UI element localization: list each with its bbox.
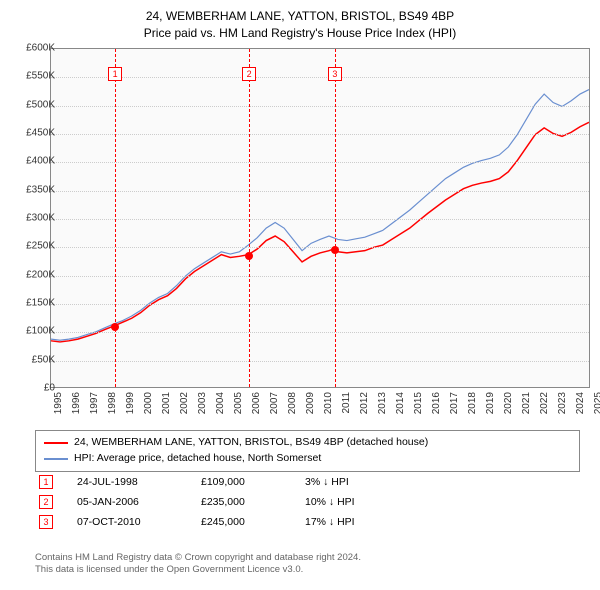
x-axis-label: 2015 (413, 392, 424, 422)
event-row: 1 24-JUL-1998 £109,000 3% ↓ HPI (35, 472, 580, 492)
event-number-box: 2 (39, 495, 53, 509)
footnote: Contains HM Land Registry data © Crown c… (35, 552, 361, 577)
x-axis-label: 1996 (71, 392, 82, 422)
y-axis-label: £50K (15, 354, 55, 365)
x-axis-label: 1998 (107, 392, 118, 422)
x-axis-label: 2018 (467, 392, 478, 422)
y-axis-label: £400K (15, 156, 55, 167)
footnote-line-2: This data is licensed under the Open Gov… (35, 564, 361, 576)
event-pct: 17% ↓ HPI (305, 516, 415, 528)
x-axis-label: 2008 (287, 392, 298, 422)
y-axis-label: £600K (15, 43, 55, 54)
x-axis-label: 2013 (377, 392, 388, 422)
x-axis-label: 2007 (269, 392, 280, 422)
event-marker: 1 (108, 67, 122, 81)
x-axis-label: 2017 (449, 392, 460, 422)
legend-label: 24, WEMBERHAM LANE, YATTON, BRISTOL, BS4… (74, 435, 428, 451)
x-axis-label: 2000 (143, 392, 154, 422)
events-table: 1 24-JUL-1998 £109,000 3% ↓ HPI 2 05-JAN-2006… (35, 472, 580, 532)
x-axis-label: 2021 (521, 392, 532, 422)
x-axis-label: 2001 (161, 392, 172, 422)
y-axis-label: £100K (15, 326, 55, 337)
price-chart: 1 2 3 (50, 48, 590, 388)
x-axis-label: 2020 (503, 392, 514, 422)
event-price: £245,000 (201, 516, 281, 528)
sale-point (331, 246, 339, 254)
event-line (115, 49, 116, 387)
x-axis-label: 2025 (593, 392, 600, 422)
x-axis-label: 2012 (359, 392, 370, 422)
x-axis-label: 2024 (575, 392, 586, 422)
x-axis-label: 2016 (431, 392, 442, 422)
series-line (51, 122, 589, 342)
event-number-box: 1 (39, 475, 53, 489)
title-line-1: 24, WEMBERHAM LANE, YATTON, BRISTOL, BS4… (0, 8, 600, 25)
legend-item: HPI: Average price, detached house, Nort… (44, 451, 571, 467)
x-axis-label: 2006 (251, 392, 262, 422)
event-date: 05-JAN-2006 (77, 496, 177, 508)
event-pct: 10% ↓ HPI (305, 496, 415, 508)
title-line-2: Price paid vs. HM Land Registry's House … (0, 25, 600, 42)
y-axis-label: £350K (15, 184, 55, 195)
x-axis-label: 2010 (323, 392, 334, 422)
event-marker: 2 (242, 67, 256, 81)
legend-swatch (44, 442, 68, 444)
footnote-line-1: Contains HM Land Registry data © Crown c… (35, 552, 361, 564)
event-line (249, 49, 250, 387)
event-date: 07-OCT-2010 (77, 516, 177, 528)
legend-swatch (44, 458, 68, 460)
y-axis-label: £550K (15, 71, 55, 82)
x-axis-label: 2003 (197, 392, 208, 422)
x-axis-label: 2019 (485, 392, 496, 422)
event-number-box: 3 (39, 515, 53, 529)
event-pct: 3% ↓ HPI (305, 476, 415, 488)
sale-point (111, 323, 119, 331)
x-axis-label: 2002 (179, 392, 190, 422)
legend-label: HPI: Average price, detached house, Nort… (74, 451, 321, 467)
y-axis-label: £500K (15, 99, 55, 110)
event-price: £109,000 (201, 476, 281, 488)
x-axis-label: 2014 (395, 392, 406, 422)
event-line (335, 49, 336, 387)
event-row: 2 05-JAN-2006 £235,000 10% ↓ HPI (35, 492, 580, 512)
y-axis-label: £300K (15, 213, 55, 224)
x-axis-label: 2005 (233, 392, 244, 422)
y-axis-label: £0 (15, 383, 55, 394)
event-price: £235,000 (201, 496, 281, 508)
event-row: 3 07-OCT-2010 £245,000 17% ↓ HPI (35, 512, 580, 532)
x-axis-label: 2009 (305, 392, 316, 422)
chart-svg (51, 49, 589, 387)
x-axis-label: 1997 (89, 392, 100, 422)
x-axis-label: 1999 (125, 392, 136, 422)
sale-point (245, 252, 253, 260)
series-line (51, 90, 589, 341)
x-axis-label: 1995 (53, 392, 64, 422)
x-axis-label: 2011 (341, 392, 352, 422)
y-axis-label: £200K (15, 269, 55, 280)
y-axis-label: £150K (15, 298, 55, 309)
y-axis-label: £250K (15, 241, 55, 252)
chart-title: 24, WEMBERHAM LANE, YATTON, BRISTOL, BS4… (0, 0, 600, 48)
x-axis-label: 2004 (215, 392, 226, 422)
y-axis-label: £450K (15, 128, 55, 139)
legend: 24, WEMBERHAM LANE, YATTON, BRISTOL, BS4… (35, 430, 580, 472)
x-axis-label: 2023 (557, 392, 568, 422)
event-date: 24-JUL-1998 (77, 476, 177, 488)
x-axis-label: 2022 (539, 392, 550, 422)
legend-item: 24, WEMBERHAM LANE, YATTON, BRISTOL, BS4… (44, 435, 571, 451)
event-marker: 3 (328, 67, 342, 81)
